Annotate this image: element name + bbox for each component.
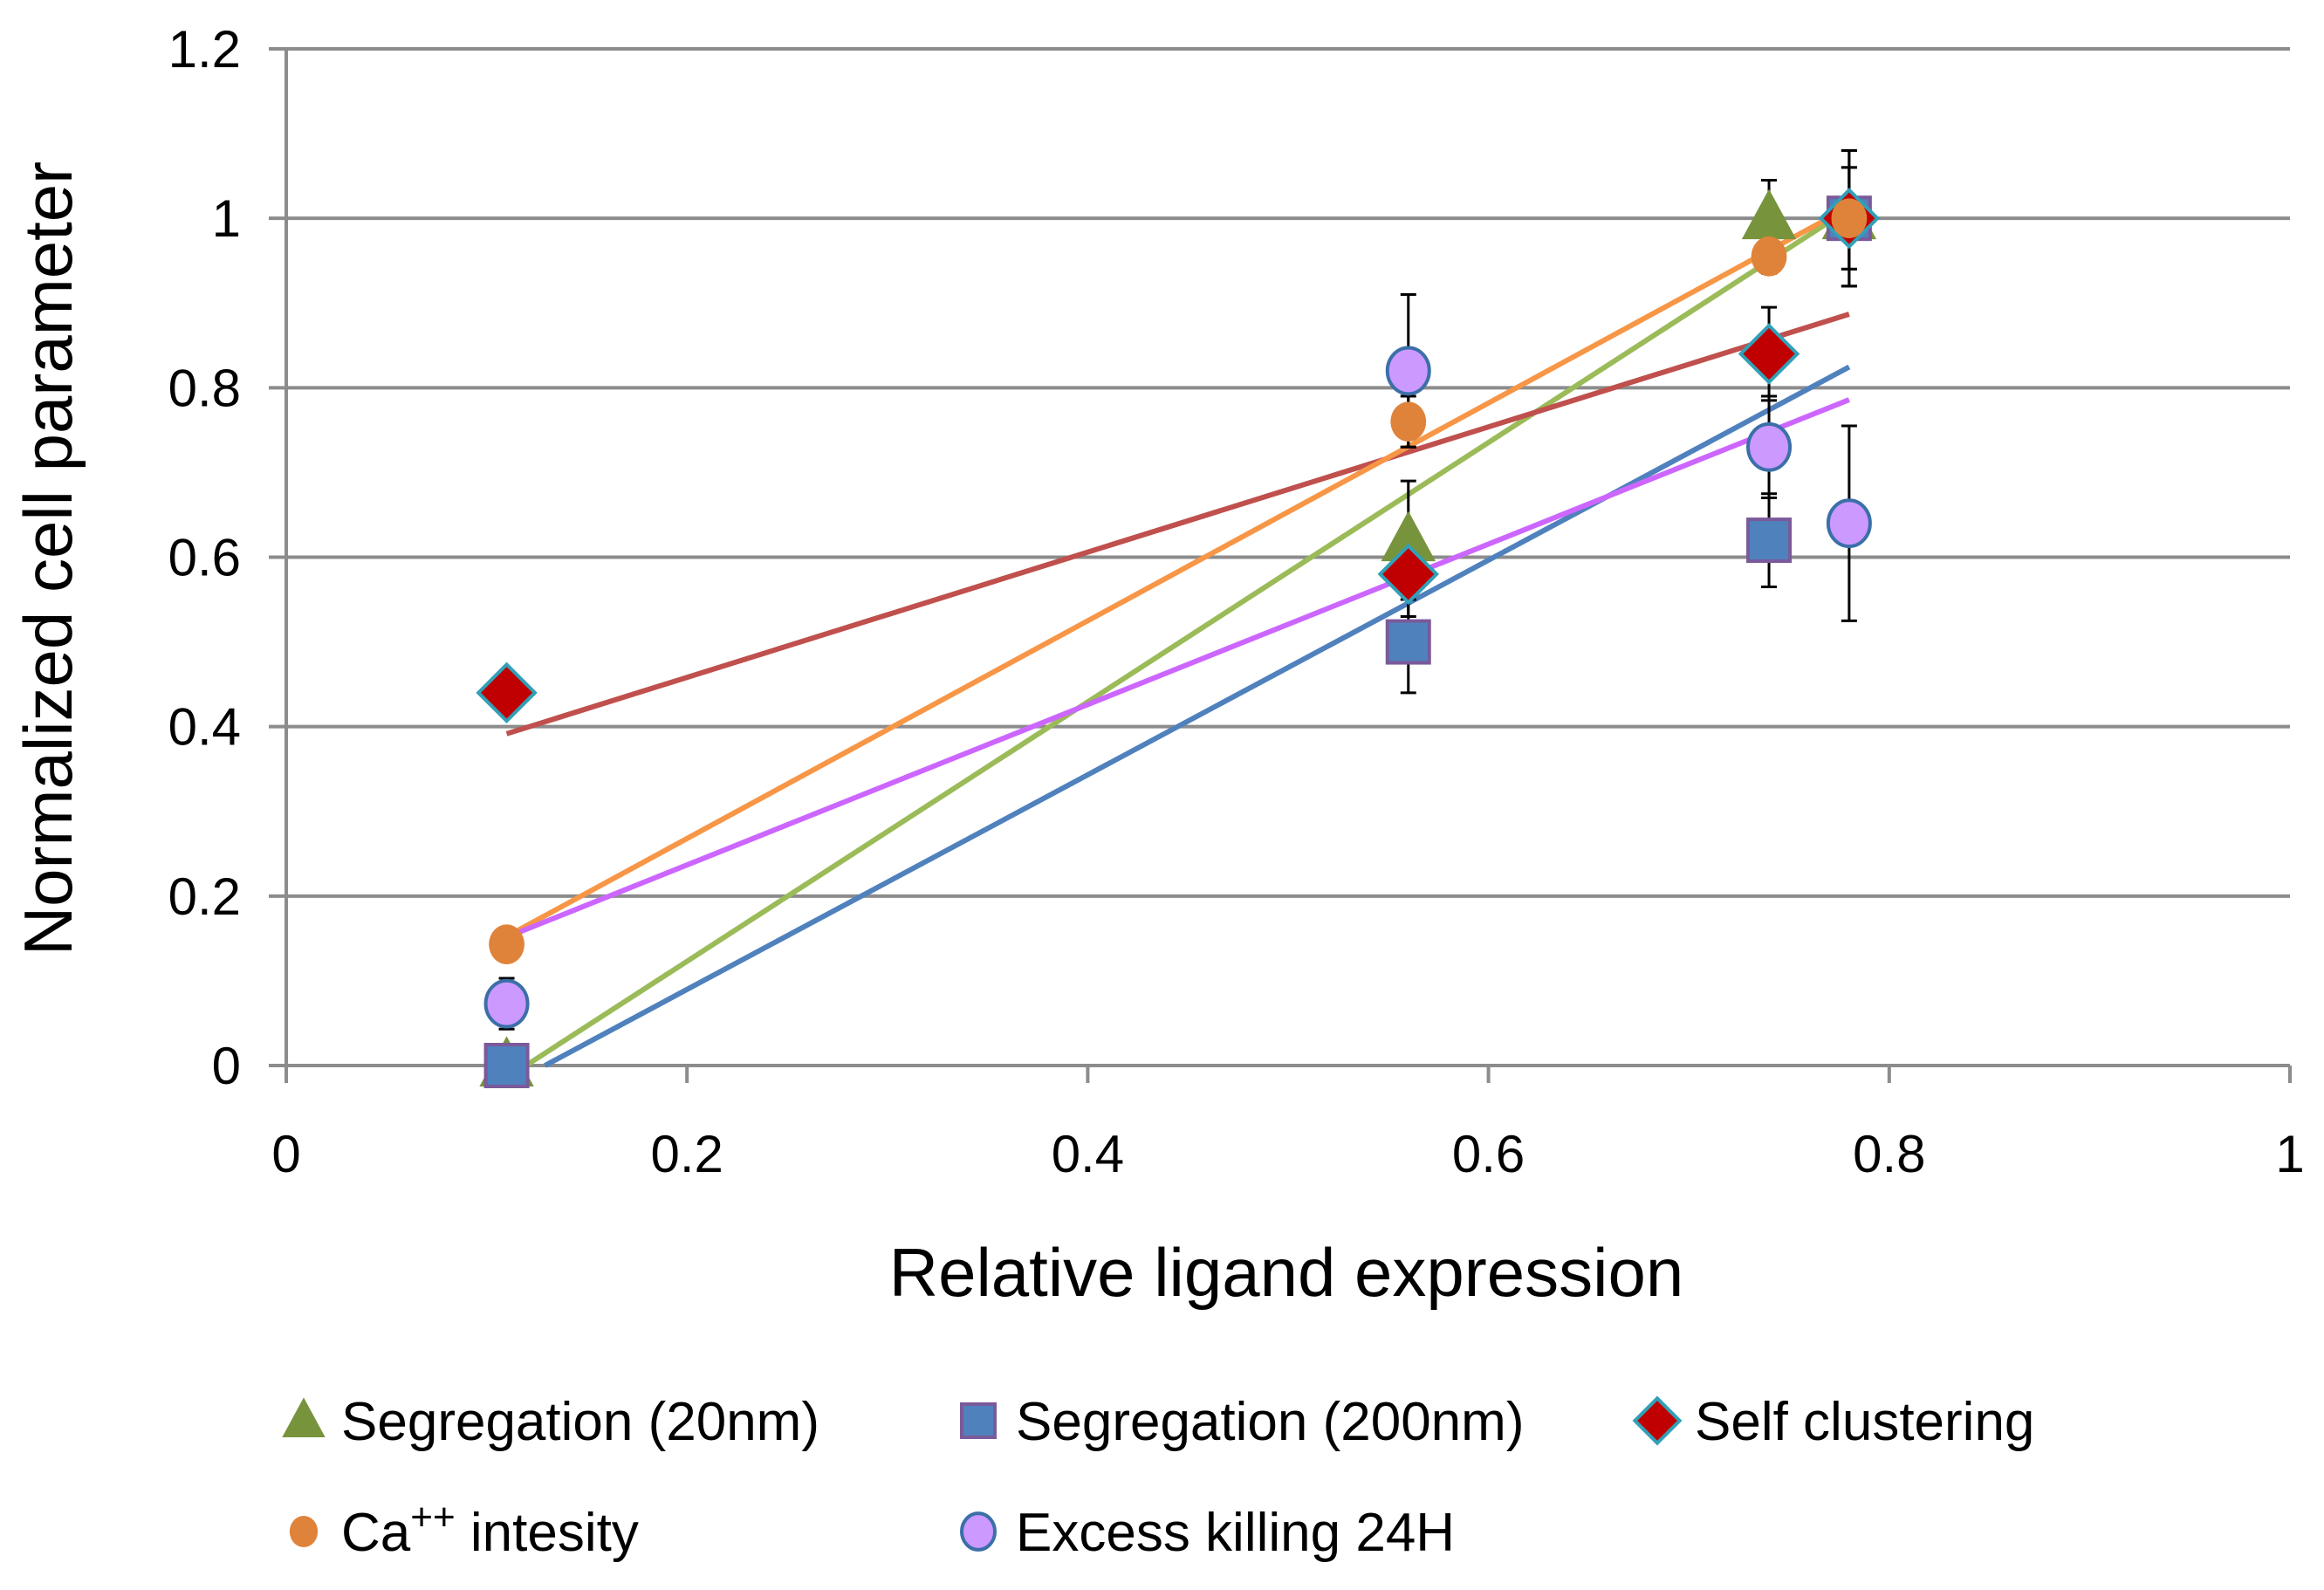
y-axis-title: Normalized cell parameter [10, 161, 86, 956]
circle-marker [1831, 198, 1868, 238]
triangle-marker [1381, 511, 1436, 562]
y-tick-label: 0.4 [168, 698, 241, 757]
y-tick-label: 0.8 [168, 359, 241, 417]
triangle-marker [1741, 188, 1797, 240]
circle-marker [1390, 401, 1427, 442]
square-marker [960, 1402, 997, 1439]
legend-item: Segregation (200nm) [960, 1392, 1524, 1452]
gridlines [286, 47, 2290, 898]
y-tick-label: 1 [212, 189, 241, 248]
legend-item: Segregation (20nm) [282, 1392, 819, 1452]
legend-label: Segregation (200nm) [1016, 1392, 1524, 1452]
diamond-marker [476, 661, 538, 724]
circle-outline-marker [1826, 498, 1872, 549]
x-tick-label: 0.8 [1853, 1125, 1925, 1183]
legend-item: Excess killing 24H [960, 1503, 1455, 1563]
y-tick-label: 0.6 [168, 529, 241, 587]
axes [269, 47, 2292, 1083]
trendline [505, 204, 1851, 939]
trendline [505, 312, 1850, 737]
x-tick-label: 0.4 [1052, 1125, 1124, 1183]
y-tick-label: 1.2 [168, 20, 241, 79]
trendline [524, 207, 1851, 1068]
circle-marker [489, 924, 524, 964]
legend-label: Self clustering [1695, 1392, 2034, 1452]
error-bars [498, 149, 1857, 1084]
tick-labels: 0 0.2 0.4 0.6 0.8 1 1.2 0 0.2 0.4 0.6 0.8 1 [168, 20, 2305, 1183]
x-tick-label: 0.2 [650, 1125, 723, 1183]
x-axis-title: Relative ligand expression [889, 1234, 1684, 1311]
x-tick-label: 0 [271, 1125, 300, 1183]
square-marker [1746, 517, 1793, 564]
trendline [505, 397, 1850, 940]
trendline [544, 364, 1851, 1068]
circle-outline-marker [960, 1511, 997, 1552]
square-marker [483, 1043, 530, 1088]
legend-label: Ca++ intesity [341, 1496, 639, 1563]
y-tick-label: 0.2 [168, 867, 241, 926]
x-tick-label: 0.6 [1452, 1125, 1525, 1183]
square-marker [1385, 619, 1431, 665]
legend-item: Self clustering [1632, 1392, 2034, 1452]
legend: Segregation (20nm) Segregation (200nm) Sel… [282, 1392, 2034, 1563]
circle-outline-marker [1746, 421, 1793, 472]
legend-item: Ca++ intesity [289, 1496, 639, 1563]
triangle-marker [282, 1397, 326, 1437]
diamond-marker [1377, 543, 1439, 606]
x-tick-label: 1 [2275, 1125, 2304, 1183]
circle-outline-marker [483, 978, 530, 1029]
legend-label: Segregation (20nm) [341, 1392, 819, 1452]
trendlines [505, 204, 1851, 1068]
legend-label: Excess killing 24H [1016, 1503, 1455, 1563]
diamond-marker [1738, 323, 1800, 385]
circle-marker [1751, 236, 1787, 277]
y-tick-label: 0 [212, 1037, 241, 1095]
circle-outline-marker [1385, 346, 1431, 396]
data-points [476, 187, 1881, 1088]
circle-marker [289, 1515, 319, 1548]
diamond-marker [1632, 1395, 1683, 1446]
